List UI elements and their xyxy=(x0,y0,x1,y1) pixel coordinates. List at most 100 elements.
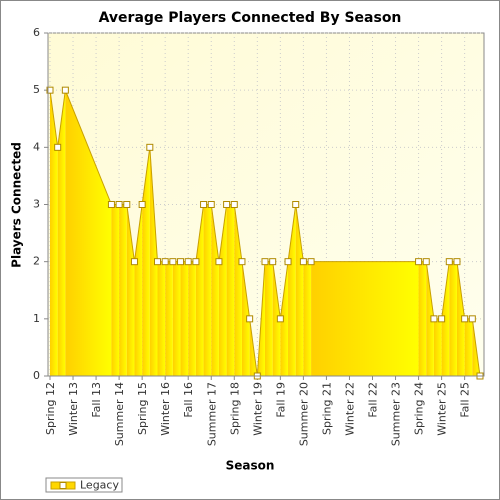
point-marker xyxy=(430,315,438,323)
point-marker xyxy=(269,258,277,266)
area-segment xyxy=(172,261,181,376)
area-edge xyxy=(456,261,466,319)
x-tick-label: Spring 15 xyxy=(136,382,149,435)
area-segment xyxy=(456,261,465,376)
y-tick-label: 2 xyxy=(33,255,40,268)
x-tick-label: Fall 13 xyxy=(90,382,103,418)
point-marker xyxy=(284,258,292,266)
area-edge xyxy=(441,261,450,319)
point-marker xyxy=(453,258,461,266)
area-segment xyxy=(180,261,189,376)
point-marker xyxy=(299,258,307,266)
area-segment xyxy=(272,261,281,376)
x-tick-label: Winter 25 xyxy=(436,382,449,436)
area-segment xyxy=(449,261,457,376)
x-tick-label: Winter 16 xyxy=(159,382,172,436)
point-marker xyxy=(422,258,430,266)
area-segment xyxy=(418,261,427,376)
x-tick-label: Fall 22 xyxy=(367,382,380,418)
area-segment xyxy=(57,90,66,377)
point-marker xyxy=(223,201,231,208)
point-marker xyxy=(307,258,315,266)
point-marker xyxy=(161,258,169,266)
area-edge xyxy=(279,261,289,319)
area-edge xyxy=(49,90,59,148)
point-marker xyxy=(438,315,446,323)
legend: Legacy xyxy=(45,477,123,493)
x-tick-label: Summer 14 xyxy=(113,382,126,446)
x-tick-label: Winter 13 xyxy=(67,382,80,436)
point-marker xyxy=(154,258,161,266)
y-tick-label: 0 xyxy=(33,369,40,382)
legend-marker xyxy=(59,482,67,489)
x-tick-label: Summer 23 xyxy=(390,382,403,446)
area-edge xyxy=(295,204,304,262)
point-marker xyxy=(238,258,246,266)
x-tick-label: Summer 17 xyxy=(205,382,218,446)
point-marker xyxy=(230,201,238,208)
area-segment xyxy=(303,261,312,376)
area-segment xyxy=(241,261,250,376)
area-edge xyxy=(287,204,297,262)
area-segment xyxy=(157,261,166,376)
x-tick-label: Spring 24 xyxy=(413,382,426,435)
area-edge xyxy=(57,90,66,148)
y-tick-label: 3 xyxy=(33,198,40,211)
area-edge xyxy=(149,147,158,262)
y-tick-label: 4 xyxy=(33,140,40,153)
area-segment xyxy=(464,318,473,376)
area-edge xyxy=(126,204,135,262)
point-marker xyxy=(192,258,200,266)
area-segment xyxy=(188,261,196,376)
area-segment xyxy=(441,261,450,376)
point-marker xyxy=(261,258,269,266)
point-marker xyxy=(146,143,154,151)
point-marker xyxy=(415,258,423,266)
point-marker xyxy=(200,201,208,208)
point-marker xyxy=(177,258,185,266)
area-segment xyxy=(433,318,442,376)
x-tick-label: Fall 25 xyxy=(459,382,472,418)
area-segment xyxy=(111,204,120,376)
x-tick-label: Spring 21 xyxy=(320,382,333,435)
point-marker xyxy=(107,201,115,208)
area-edge xyxy=(471,318,481,377)
area-segment xyxy=(165,261,173,376)
point-marker xyxy=(468,315,476,323)
y-tick-label: 1 xyxy=(33,312,40,325)
area-segment xyxy=(426,261,434,376)
point-marker xyxy=(115,201,123,208)
x-axis-title: Season xyxy=(226,459,275,473)
point-marker xyxy=(215,258,223,266)
area-segment xyxy=(226,204,235,376)
area-edge xyxy=(133,204,143,262)
x-tick-label: Spring 18 xyxy=(228,382,241,435)
point-marker xyxy=(246,315,254,323)
point-marker xyxy=(276,315,284,323)
x-tick-label: Winter 22 xyxy=(343,382,356,436)
x-tick-label: Spring 12 xyxy=(44,382,57,435)
area-edge xyxy=(249,318,258,377)
area-segment xyxy=(119,204,127,376)
area-segment xyxy=(311,261,419,376)
chart-title: Average Players Connected By Season xyxy=(99,10,402,26)
point-marker xyxy=(445,258,453,266)
legend-label: Legacy xyxy=(80,479,119,492)
area-segment xyxy=(203,204,212,376)
area-segment xyxy=(65,90,112,377)
x-tick-label: Fall 16 xyxy=(182,382,195,418)
area-segment xyxy=(280,261,289,376)
point-marker xyxy=(184,258,192,266)
area-segment xyxy=(265,261,273,376)
x-tick-label: Summer 20 xyxy=(297,382,310,446)
area-edge xyxy=(241,261,251,319)
point-marker xyxy=(292,201,300,208)
point-marker xyxy=(169,258,177,266)
y-tick-label: 6 xyxy=(33,26,40,39)
x-tick-label: Winter 19 xyxy=(251,382,264,436)
y-axis-title: Players Connected xyxy=(10,142,24,268)
point-marker xyxy=(54,143,62,151)
point-marker xyxy=(61,86,69,94)
area-edge xyxy=(195,204,205,262)
